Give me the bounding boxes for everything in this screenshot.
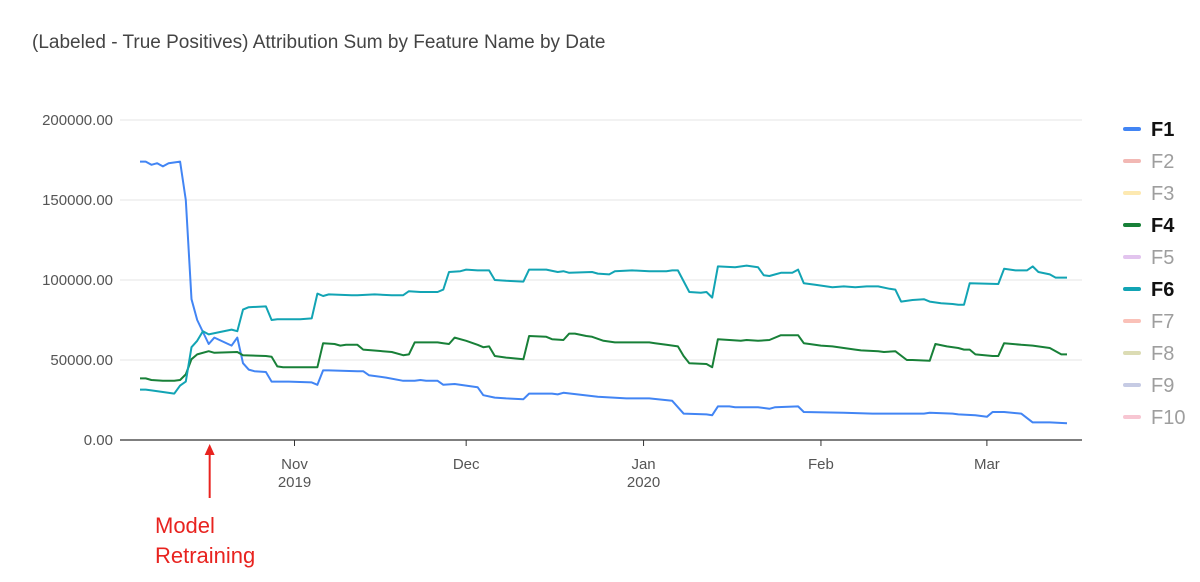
x-tick-year: 2020	[627, 474, 660, 491]
legend-label: F9	[1151, 375, 1174, 397]
legend-item-f5[interactable]: F5	[1123, 247, 1174, 269]
legend-label: F3	[1151, 183, 1174, 205]
legend-label: F6	[1151, 279, 1174, 301]
legend-label: F2	[1151, 151, 1174, 173]
series-line-f6	[140, 264, 1067, 395]
legend-label: F1	[1151, 119, 1174, 141]
annotation: Model Retraining	[155, 444, 255, 568]
series-lines	[140, 160, 1068, 425]
x-tick-label: Mar	[974, 456, 1000, 473]
legend-item-f2[interactable]: F2	[1123, 151, 1174, 173]
y-axis: 0.00 50000.00 100000.00 150000.00 200000.00	[42, 112, 113, 449]
series-line-f1	[140, 160, 1068, 425]
legend-item-f1[interactable]: F1	[1123, 119, 1174, 141]
legend-item-f6[interactable]: F6	[1123, 279, 1174, 301]
y-tick-label: 50000.00	[50, 352, 113, 369]
y-tick-label: 200000.00	[42, 112, 113, 129]
y-tick-label: 0.00	[84, 432, 113, 449]
legend-item-f9[interactable]: F9	[1123, 375, 1174, 397]
y-tick-label: 150000.00	[42, 192, 113, 209]
chart-title: (Labeled - True Positives) Attribution S…	[32, 32, 605, 53]
annotation-arrow-head	[204, 444, 215, 455]
legend-label: F4	[1151, 215, 1175, 237]
legend-item-f10[interactable]: F10	[1123, 407, 1185, 429]
legend-label: F8	[1151, 343, 1174, 365]
grid	[120, 119, 1082, 361]
legend-item-f8[interactable]: F8	[1123, 343, 1174, 365]
y-tick-label: 100000.00	[42, 272, 113, 289]
series-line-f4	[140, 332, 1067, 382]
x-tick-label: Jan	[631, 456, 655, 473]
x-tick-label: Nov	[281, 456, 308, 473]
legend-label: F5	[1151, 247, 1174, 269]
x-tick-label: Dec	[453, 456, 480, 473]
annotation-text: Model	[155, 513, 215, 538]
legend-item-f4[interactable]: F4	[1123, 215, 1175, 237]
legend-label: F7	[1151, 311, 1174, 333]
legend-label: F10	[1151, 407, 1185, 429]
legend-item-f3[interactable]: F3	[1123, 183, 1174, 205]
annotation-text: Retraining	[155, 543, 255, 568]
x-tick-year: 2019	[278, 474, 311, 491]
x-tick-label: Feb	[808, 456, 834, 473]
legend-item-f7[interactable]: F7	[1123, 311, 1174, 333]
legend: F1 F2 F3 F4 F5 F6 F7 F8 F9 F10	[1123, 119, 1185, 429]
